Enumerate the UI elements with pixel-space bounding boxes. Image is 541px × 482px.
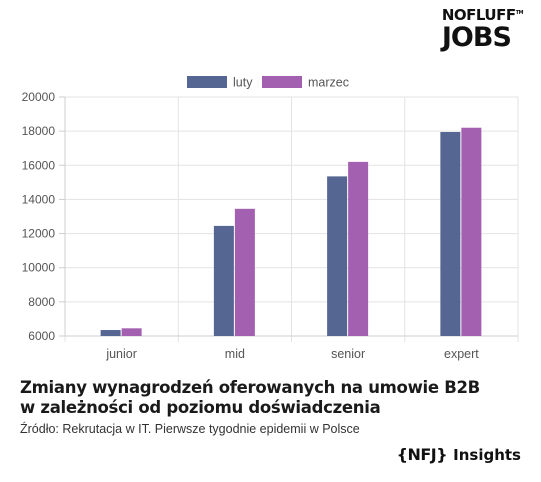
y-axis: 6000 8000 10000 12000 14000 16000 18000 20000 (22, 90, 66, 343)
x-tick-label: junior (105, 347, 137, 361)
legend-swatch-marzec (262, 76, 302, 88)
y-tick-label: 12000 (22, 227, 56, 241)
nofluffjobs-logo: NOFLUFFTM JOBS (441, 6, 524, 53)
chart-title: Zmiany wynagrodzeń oferowanych na umowie… (20, 378, 480, 417)
x-tick-label: expert (444, 347, 479, 361)
salary-bar-chart: 6000 8000 10000 12000 14000 16000 18000 20000 j… (22, 76, 519, 361)
bar-marzec-senior (348, 161, 369, 336)
insights-label: Insights (453, 446, 521, 464)
chart-source: Źródło: Rekrutacja w IT. Pierwsze tygodn… (20, 422, 360, 436)
legend-label: marzec (308, 76, 349, 90)
y-tick-label: 18000 (22, 124, 56, 138)
bar-luty-mid (213, 225, 234, 336)
bar-marzec-mid (234, 208, 255, 336)
bar-luty-expert (440, 131, 461, 336)
bar-marzec-junior (121, 328, 142, 336)
y-tick-label: 14000 (22, 192, 56, 206)
legend-swatch-luty (187, 76, 227, 88)
nfj-mark: {NFJ} (396, 445, 448, 464)
y-tick-label: 6000 (28, 329, 55, 343)
x-tick-label: senior (331, 347, 365, 361)
chart-bars (100, 127, 482, 336)
y-tick-label: 20000 (22, 90, 56, 104)
nfj-insights-brand: {NFJ} Insights (397, 445, 521, 464)
logo-bottom-text: JOBS (441, 22, 512, 53)
x-tick-label: mid (225, 347, 245, 361)
chart-legend: luty marzec (187, 76, 349, 90)
bar-luty-senior (327, 176, 348, 336)
y-tick-label: 8000 (28, 295, 55, 309)
y-tick-label: 16000 (22, 158, 56, 172)
logo-top-text: NOFLUFF (441, 6, 516, 24)
legend-label: luty (233, 76, 253, 90)
bar-luty-junior (100, 330, 121, 336)
bar-marzec-expert (461, 127, 482, 336)
y-tick-label: 10000 (22, 261, 56, 275)
